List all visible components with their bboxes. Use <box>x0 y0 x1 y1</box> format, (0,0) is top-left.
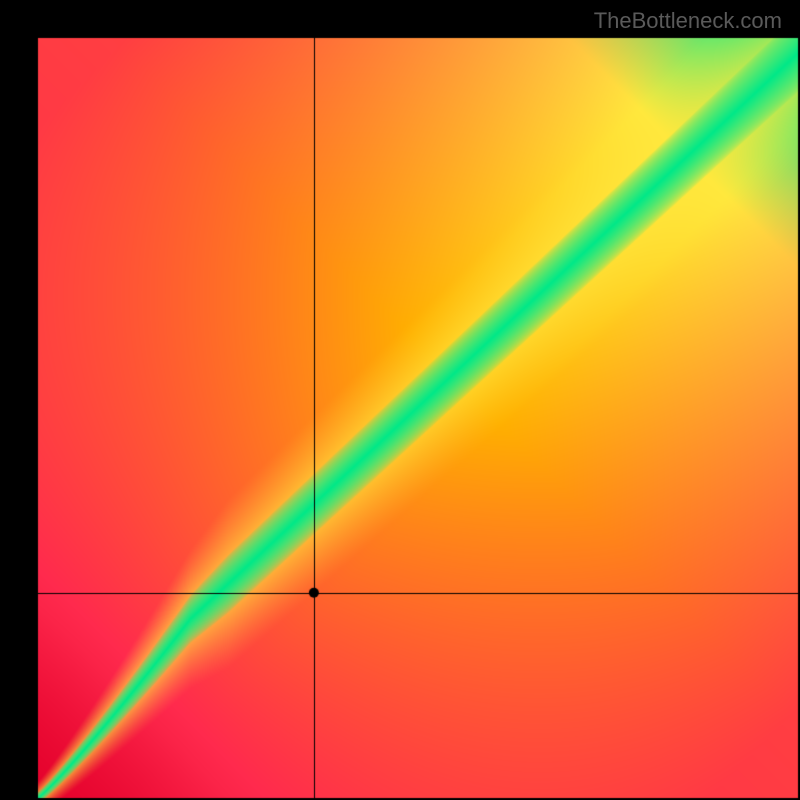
bottleneck-heatmap <box>0 0 800 800</box>
chart-container: TheBottleneck.com <box>0 0 800 800</box>
watermark-text: TheBottleneck.com <box>594 8 782 34</box>
